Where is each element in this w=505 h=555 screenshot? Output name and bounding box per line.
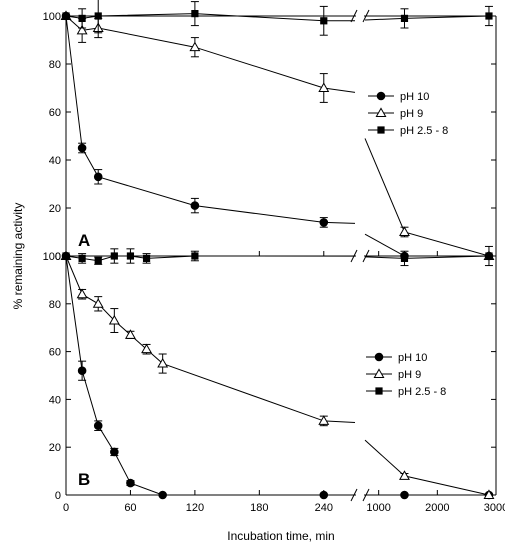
panel-b-series-ph-9-point bbox=[157, 357, 169, 368]
panel-a-series-ph-9-line-right bbox=[364, 138, 490, 257]
panel-a-series-ph-2-5-8-line-right bbox=[364, 15, 489, 21]
panel-b-series-ph-10-point bbox=[77, 366, 87, 376]
panel-b-series-ph-2-5-8-point bbox=[62, 252, 70, 260]
panel-a-series-ph-2-5-8-point bbox=[94, 12, 102, 20]
panel-a-series-ph-2-5-8-point bbox=[485, 12, 493, 20]
panel-b-x-tick-label: 3000 bbox=[484, 502, 505, 514]
panel-b-series-ph-2-5-8-point bbox=[78, 254, 86, 262]
panel-b-series-ph-9-point bbox=[399, 470, 410, 480]
panel-a-legend-label: pH 10 bbox=[400, 91, 429, 103]
panel-b-label: B bbox=[78, 470, 90, 489]
panel-b-series-ph-9-line-left bbox=[65, 255, 356, 424]
panel-a-legend-marker bbox=[377, 126, 385, 134]
panel-b-series-ph-9-point bbox=[141, 343, 153, 354]
panel-b-x-tick-label: 60 bbox=[124, 502, 136, 514]
panel-b-x-tick-label: 1000 bbox=[366, 502, 390, 514]
panel-b-series-ph-10-point bbox=[158, 490, 167, 500]
panel-a-label: A bbox=[78, 231, 90, 250]
panel-a-series-ph-9-point bbox=[318, 82, 330, 92]
panel-b-series-ph-9-point bbox=[92, 298, 104, 308]
panel-b-y-tick-label: 80 bbox=[49, 299, 61, 311]
panel-a-series-ph-10-point bbox=[319, 218, 329, 227]
panel-a-y-tick-label: 40 bbox=[49, 155, 61, 167]
panel-b-series-ph-2-5-8-point bbox=[191, 252, 199, 260]
panel-b-y-tick-label: 40 bbox=[49, 394, 61, 406]
panel-a-series-ph-2-5-8-point bbox=[78, 14, 86, 22]
panel-b-series-ph-9-point bbox=[108, 314, 120, 325]
panel-b-series-ph-2-5-8-line-left bbox=[65, 255, 356, 262]
panel-a-y-tick-label: 80 bbox=[49, 59, 61, 71]
panel-b-series-ph-9-point bbox=[318, 415, 330, 425]
panel-b-legend-marker bbox=[374, 352, 384, 362]
panel-a-y-tick-label: 0 bbox=[55, 251, 61, 263]
panel-b-series-ph-2-5-8-point bbox=[94, 257, 102, 265]
panel-b-x-tick-label: 120 bbox=[186, 502, 204, 514]
panel-b-y-tick-label: 20 bbox=[49, 442, 61, 454]
panel-a-series-ph-2-5-8-line-left bbox=[65, 13, 356, 22]
panel-a-series-ph-9-point bbox=[399, 226, 410, 236]
panel-b-series-ph-9-point bbox=[76, 288, 88, 299]
panel-b-legend-label: pH 10 bbox=[398, 352, 427, 364]
panel-a-legend-marker bbox=[375, 107, 387, 117]
panel-a-series-ph-9-point bbox=[76, 24, 88, 35]
panel-a-series-ph-10-point bbox=[77, 143, 87, 153]
panel-b-series-ph-10-point bbox=[93, 421, 103, 430]
panel-b-series-ph-9-point bbox=[483, 489, 495, 499]
panel-b-y-tick-label: 0 bbox=[55, 490, 61, 502]
panel-b-legend-label: pH 9 bbox=[398, 369, 421, 381]
panel-b-y-tick-label: 100 bbox=[43, 251, 61, 263]
panel-b-x-tick-label: 240 bbox=[315, 502, 333, 514]
panel-b-series-ph-10-line-left bbox=[65, 255, 355, 496]
panel-a-series-ph-9-point bbox=[189, 41, 201, 52]
panel-b-series-ph-9-line-right bbox=[364, 439, 490, 496]
panel-a-series-ph-2-5-8-point bbox=[400, 14, 409, 22]
panel-b-series-ph-2-5-8-point bbox=[142, 254, 151, 262]
panel-a-series-ph-10-line-left bbox=[65, 15, 356, 224]
break-mark-top-2 bbox=[362, 9, 370, 23]
panel-a-series-ph-10-line-right bbox=[364, 233, 489, 257]
panel-b-series-ph-2-5-8-point bbox=[485, 252, 493, 260]
panel-b-series-ph-9-point bbox=[124, 329, 136, 339]
panel-b-legend-marker bbox=[375, 387, 383, 395]
panel-a-legend-label: pH 9 bbox=[400, 108, 423, 120]
panel-a-y-tick-label: 100 bbox=[43, 11, 61, 23]
panel-b-series-ph-2-5-8-point bbox=[126, 252, 135, 260]
panel-a-series-ph-2-5-8-point bbox=[191, 10, 199, 18]
panel-a-y-tick-label: 60 bbox=[49, 107, 61, 119]
panel-b-series-ph-10-point bbox=[319, 490, 329, 500]
panel-b-series-ph-2-5-8-point bbox=[110, 252, 118, 260]
panel-a-legend-label: pH 2.5 - 8 bbox=[400, 125, 448, 137]
panel-a-series-ph-2-5-8-point bbox=[320, 17, 328, 25]
panel-b-series-ph-10-point bbox=[126, 478, 135, 488]
panel-a-y-tick-label: 20 bbox=[49, 203, 61, 215]
panel-a-legend-marker bbox=[376, 91, 386, 101]
panel-b-legend-label: pH 2.5 - 8 bbox=[398, 386, 446, 398]
panel-a-series-ph-9-line-left bbox=[65, 15, 356, 93]
break-mark-top-1 bbox=[350, 9, 358, 23]
panel-b-x-tick-label: 0 bbox=[63, 502, 69, 514]
panel-b-x-tick-label: 2000 bbox=[425, 502, 449, 514]
panel-b-series-ph-10-point bbox=[400, 490, 409, 500]
panel-b-series-ph-10-point bbox=[110, 447, 119, 457]
panel-a-series-ph-2-5-8-point bbox=[62, 12, 70, 20]
panel-a-break-mark-2 bbox=[362, 249, 370, 263]
panel-a-series-ph-10-point bbox=[93, 172, 103, 182]
y-axis-label: % remaining activity bbox=[11, 203, 25, 310]
panel-b-series-ph-2-5-8-point bbox=[400, 254, 409, 262]
panel-b-legend-marker bbox=[373, 368, 385, 378]
panel-b-y-tick-label: 60 bbox=[49, 347, 61, 359]
panel-a-series-ph-10-point bbox=[190, 201, 200, 210]
x-axis-label: Incubation time, min bbox=[227, 529, 334, 543]
panel-b-x-tick-label: 180 bbox=[250, 502, 268, 514]
